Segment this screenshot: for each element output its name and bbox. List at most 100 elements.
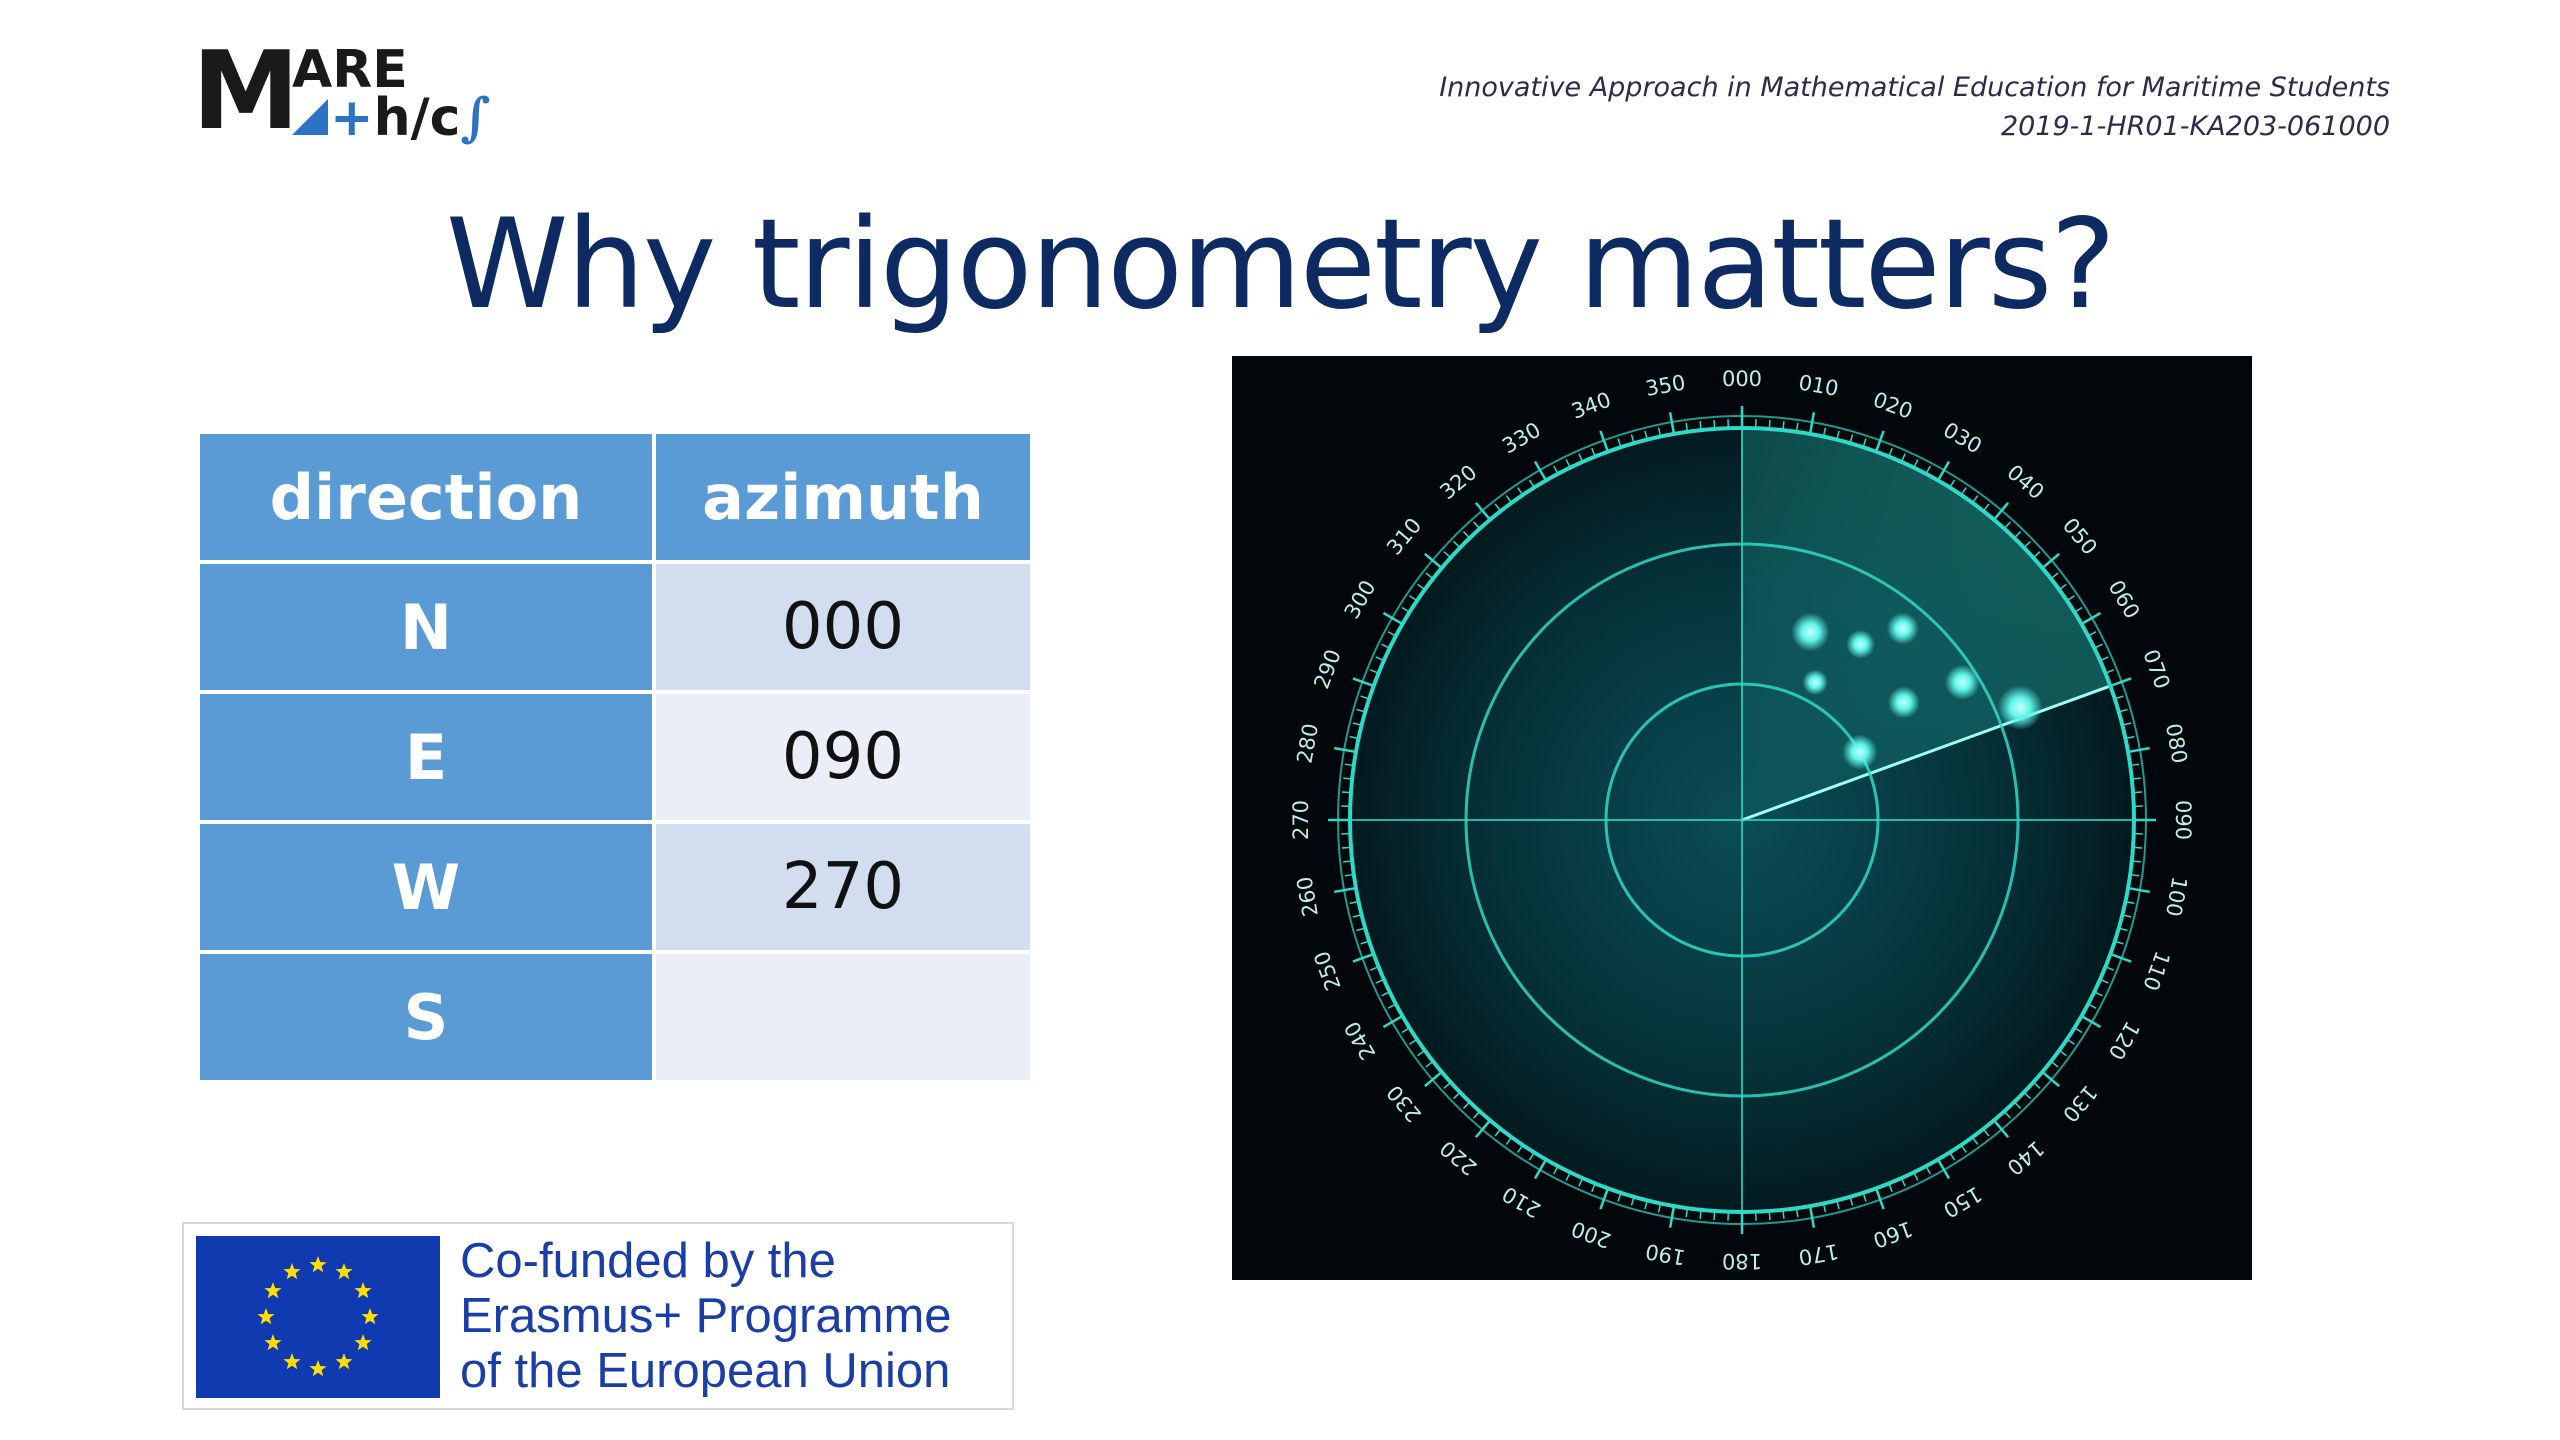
bearing-label: 020 (1870, 387, 1916, 423)
bearing-tick (1993, 502, 2010, 521)
bearing-tick (2013, 531, 2022, 539)
bearing-tick (1565, 1171, 1571, 1181)
bearing-tick (2109, 952, 2132, 963)
bearing-tick (1578, 1177, 1584, 1187)
bearing-tick (1936, 1158, 1951, 1180)
logo-triangle-icon (292, 99, 328, 135)
bearing-tick (1417, 1049, 1426, 1057)
slide-title: Why trigonometry matters? (445, 193, 2116, 337)
bearing-tick (1836, 430, 1840, 440)
bearing-tick (1334, 746, 1357, 754)
bearing-tick (1617, 438, 1622, 448)
bearing-tick (2080, 611, 2102, 626)
eu-star-icon (257, 1308, 275, 1325)
bearing-label: 090 (2171, 800, 2195, 840)
bearing-label: 270 (1289, 800, 1313, 840)
bearing-tick (1341, 846, 1352, 849)
bearing-tick (1382, 611, 1404, 626)
bearing-label: 070 (2138, 646, 2174, 692)
direction-cell: S (200, 954, 652, 1080)
bearing-label: 300 (1340, 576, 1381, 623)
bearing-label: 250 (1309, 948, 1345, 994)
bearing-tick (2050, 1060, 2059, 1068)
bearing-label: 100 (2161, 875, 2192, 919)
radar-blip (1887, 686, 1920, 719)
bearing-tick (2032, 1081, 2041, 1089)
bearing-tick (2080, 1014, 2102, 1029)
bearing-tick (1900, 1177, 1906, 1187)
bearing-tick (1528, 1152, 1535, 1161)
bearing-tick (2118, 927, 2128, 932)
bearing-label: 350 (1644, 370, 1688, 401)
logo-are-text: ARE (292, 40, 408, 100)
bearing-tick (2130, 873, 2140, 877)
bearing-tick (1768, 1210, 1771, 1221)
eu-flag-icon (196, 1236, 440, 1398)
bearing-tick (1874, 1187, 1885, 1210)
bearing-tick (2125, 900, 2135, 905)
azimuth-table: direction azimuth N 000 E 090 W 270 S (196, 430, 1034, 1084)
table-row: W 270 (200, 824, 1030, 950)
bearing-label: 310 (1382, 513, 1426, 559)
bearing-tick (1344, 873, 1354, 877)
bearing-tick (1517, 487, 1524, 496)
bearing-tick (1334, 886, 1357, 894)
bearing-tick (2099, 656, 2109, 662)
bearing-tick (2003, 521, 2011, 530)
bearing-tick (1360, 695, 1370, 700)
eu-star-icon (309, 1360, 327, 1377)
bearing-tick (1462, 1101, 1471, 1109)
bearing-label: 120 (2104, 1017, 2145, 1064)
bearing-tick (1343, 860, 1353, 863)
table-row: E 090 (200, 694, 1030, 820)
bearing-tick (1822, 427, 1827, 437)
bearing-tick (1699, 1209, 1702, 1219)
bearing-tick (1473, 521, 1481, 530)
bearing-tick (1849, 434, 1854, 444)
bearing-tick (1630, 434, 1635, 444)
bearing-label: 290 (1309, 646, 1345, 692)
bearing-label: 060 (2104, 576, 2145, 623)
bearing-tick (1462, 531, 1471, 539)
bearing-tick (1369, 966, 1379, 971)
bearing-tick (1836, 1200, 1840, 1210)
bearing-label: 340 (1568, 387, 1614, 423)
eu-stars-icon (257, 1256, 379, 1377)
bearing-tick (2109, 677, 2132, 688)
bearing-tick (1949, 1152, 1956, 1161)
eu-star-icon (354, 1282, 372, 1299)
bearing-tick (1356, 927, 1366, 932)
bearing-tick (1668, 412, 1676, 435)
bearing-label: 260 (1292, 875, 1323, 919)
bearing-tick (1795, 1208, 1799, 1218)
bearing-tick (1713, 1210, 1716, 1221)
bearing-tick (1888, 447, 1893, 457)
bearing-tick (1352, 722, 1362, 726)
eu-star-icon (264, 1334, 282, 1351)
bearing-tick (1533, 1158, 1548, 1180)
bearing-tick (2125, 735, 2135, 740)
eu-star-icon (361, 1308, 379, 1325)
bearing-tick (1599, 430, 1610, 453)
bearing-tick (1401, 606, 1410, 613)
bearing-tick (1425, 1060, 1434, 1068)
bearing-tick (1960, 1144, 1967, 1153)
table-header-row: direction azimuth (200, 434, 1030, 560)
bearing-tick (1425, 572, 1434, 580)
bearing-tick (1617, 1192, 1622, 1202)
bearing-label: 280 (1292, 722, 1323, 766)
logo-hc-text: h/c (373, 88, 461, 148)
bearing-tick (1360, 940, 1370, 945)
bearing-tick (1424, 1071, 1443, 1088)
azimuth-cell: 090 (656, 694, 1030, 820)
logo-integral-icon: ∫ (460, 87, 491, 148)
bearing-tick (2132, 846, 2143, 849)
bearing-tick (2127, 886, 2150, 894)
bearing-tick (2093, 643, 2103, 649)
bearing-tick (1409, 1038, 1418, 1045)
bearing-tick (1808, 1205, 1816, 1228)
bearing-tick (1533, 460, 1548, 482)
bearing-tick (1494, 1128, 1502, 1137)
bearing-tick (1356, 708, 1366, 713)
table-row: N 000 (200, 564, 1030, 690)
